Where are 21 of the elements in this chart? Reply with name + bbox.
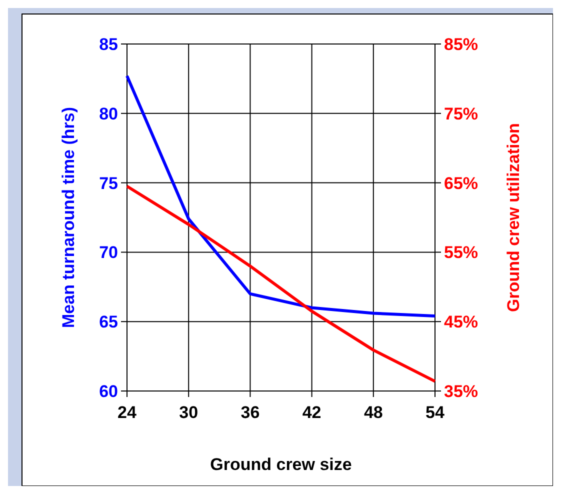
x-tick-label: 54: [426, 403, 445, 422]
x-tick-label: 24: [118, 403, 137, 422]
x-tick-label: 48: [364, 403, 383, 422]
y-tick-label: 75: [99, 174, 118, 193]
y2-tick-label: 45%: [444, 312, 478, 332]
y2-tick-label: 55%: [444, 243, 478, 262]
x-tick-label: 42: [302, 403, 322, 422]
y-tick-label: 85: [99, 35, 118, 54]
y2-tick-label: 85%: [444, 35, 478, 54]
x-axis-title: Ground crew size: [210, 455, 352, 474]
x-tick-label: 36: [240, 403, 260, 422]
x-tick-label: 30: [179, 403, 198, 422]
y-tick-label: 70: [99, 243, 118, 262]
y2-tick-label: 35%: [444, 382, 478, 401]
y2-tick-label: 75%: [444, 104, 478, 124]
y2-tick-label: 65%: [444, 174, 478, 193]
y-tick-label: 60: [99, 382, 118, 401]
y-tick-label: 65: [99, 312, 118, 332]
y-tick-label: 80: [99, 104, 118, 124]
y2-axis-title: Ground crew utilization: [504, 123, 523, 312]
y-axis-title: Mean turnaround time (hrs): [59, 106, 78, 328]
